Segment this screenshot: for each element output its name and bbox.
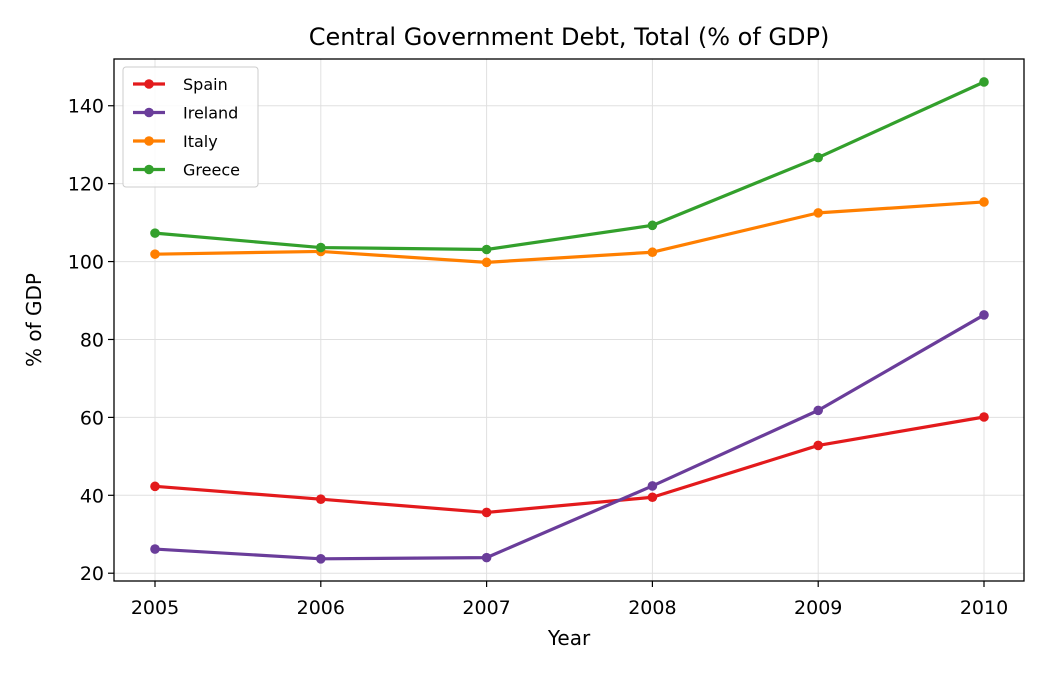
legend-label: Spain (183, 75, 228, 94)
x-tick-label: 2005 (131, 597, 179, 619)
y-tick-label: 80 (80, 329, 104, 351)
series-line-ireland (153, 313, 986, 561)
data-point-spain (647, 492, 658, 503)
series-line-italy (153, 200, 986, 264)
legend-label: Greece (183, 161, 240, 180)
legend-label: Italy (183, 132, 218, 151)
legend-box (122, 66, 259, 188)
y-tick-label: 120 (68, 174, 104, 196)
legend-swatch-marker (144, 107, 154, 118)
chart-title: Central Government Debt, Total (% of GDP… (309, 23, 830, 51)
data-point-italy (813, 208, 823, 218)
y-tick-label: 60 (80, 407, 104, 429)
series-spain (150, 412, 989, 518)
data-point-italy (481, 257, 492, 268)
y-tick-label: 100 (68, 252, 104, 274)
x-tick-label: 2009 (794, 597, 842, 619)
series-line-spain (153, 415, 986, 515)
x-axis-title: Year (547, 626, 591, 650)
data-point-greece (316, 242, 326, 253)
data-point-ireland (150, 544, 160, 554)
x-tick-label: 2007 (462, 597, 510, 619)
series-layer (150, 77, 989, 564)
data-point-greece (150, 228, 160, 238)
data-point-greece (979, 77, 989, 87)
legend: Spain Ireland Italy Greece (122, 66, 259, 188)
data-point-ireland (316, 553, 326, 564)
plot-frame (113, 58, 1025, 582)
y-tick-label: 20 (80, 563, 104, 585)
legend-swatch-marker (144, 136, 154, 146)
y-axis: 20 40 60 80 100 120 140 (68, 96, 114, 585)
x-tick-label: 2010 (960, 597, 1008, 619)
legend-label: Ireland (183, 104, 238, 123)
data-point-greece (647, 220, 658, 231)
data-point-spain (316, 494, 326, 504)
data-point-greece (481, 244, 492, 255)
data-point-italy (647, 247, 658, 258)
y-axis-title: % of GDP (22, 273, 46, 367)
data-point-ireland (481, 552, 492, 563)
legend-swatch-marker (144, 164, 154, 175)
legend-item-italy: Italy (133, 132, 218, 151)
data-point-spain (979, 412, 989, 422)
grid (114, 59, 1024, 581)
x-tick-label: 2008 (628, 597, 676, 619)
legend-item-greece: Greece (133, 161, 240, 180)
legend-swatch-marker (144, 79, 154, 89)
data-point-italy (979, 197, 989, 207)
y-tick-label: 40 (80, 485, 104, 507)
data-point-ireland (647, 481, 658, 491)
data-point-spain (481, 507, 492, 518)
data-point-ireland (979, 310, 989, 320)
series-greece (150, 77, 989, 255)
legend-item-ireland: Ireland (133, 104, 238, 123)
y-tick-label: 140 (68, 96, 104, 118)
legend-item-spain: Spain (133, 75, 228, 94)
x-axis: 2005 2006 2007 2008 2009 2010 (131, 581, 1008, 619)
x-tick-label: 2006 (297, 597, 345, 619)
series-ireland (150, 310, 989, 564)
data-point-greece (813, 152, 823, 163)
series-line-greece (153, 80, 986, 252)
data-point-ireland (813, 405, 823, 416)
data-point-italy (150, 249, 160, 259)
data-point-spain (150, 481, 160, 492)
series-italy (150, 197, 989, 268)
data-point-spain (813, 440, 823, 451)
